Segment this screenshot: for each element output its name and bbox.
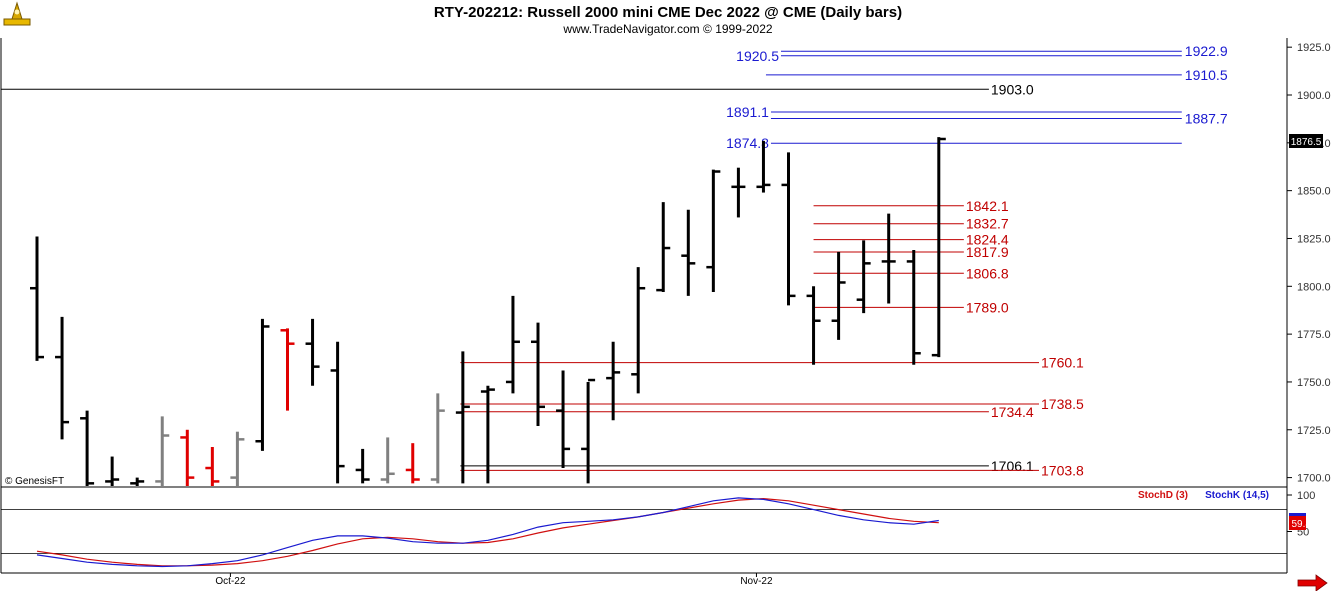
ohlc-bar <box>531 322 545 426</box>
support-label: 1806.8 <box>966 265 1009 281</box>
resistance-label: 1920.5 <box>736 48 779 64</box>
panel-frames <box>0 38 1288 574</box>
stoch-d-line <box>36 497 939 567</box>
ohlc-bar <box>606 341 621 421</box>
ohlc-bar <box>255 318 270 451</box>
ohlc-bar <box>105 456 120 486</box>
support-label: 1824.4 <box>966 232 1009 248</box>
ohlc-bar <box>230 431 245 486</box>
stoch-last-value: 59.82 <box>1291 519 1316 530</box>
time-axis: Oct-22 Nov-22 <box>215 573 773 587</box>
price-tick-label: 1725.0 <box>1297 425 1331 437</box>
ohlc-bar <box>706 169 721 293</box>
ohlc-bar <box>631 267 646 394</box>
ohlc-bar <box>856 240 871 314</box>
resistance-label: 1887.7 <box>1185 111 1228 127</box>
price-bars <box>30 137 946 486</box>
last-price-value: 1876.5 <box>1291 137 1322 148</box>
price-tick-label: 1825.0 <box>1297 233 1331 245</box>
ohlc-bar <box>505 295 520 394</box>
stoch-value-tag: 59.82 <box>1289 513 1317 530</box>
ohlc-bar <box>180 429 195 486</box>
price-tick-label: 1775.0 <box>1297 329 1331 341</box>
ohlc-bar <box>305 318 320 386</box>
ohlc-bar <box>455 351 470 484</box>
ohlc-bar <box>681 209 696 296</box>
stoch-d-legend: StochD (3) <box>1138 490 1188 501</box>
time-tick-label: Oct-22 <box>215 576 245 587</box>
ohlc-bar <box>355 448 370 484</box>
ohlc-bar <box>581 378 596 484</box>
chart-subtitle: www.TradeNavigator.com © 1999-2022 <box>562 22 772 36</box>
price-axis: 1925.01900.01875.01850.01825.01800.01775… <box>1287 42 1331 485</box>
ohlc-bar <box>756 140 771 193</box>
ohlc-bar <box>906 249 921 365</box>
level-lines: 1922.9 1920.5 1910.5 1891.1 1887.7 1874.8 1903… <box>1 43 1228 478</box>
ohlc-bar <box>30 236 44 361</box>
ohlc-bar <box>881 213 896 304</box>
scroll-right-arrow-icon[interactable] <box>1297 574 1328 591</box>
resistance-label: 1874.8 <box>726 135 769 151</box>
ohlc-bar <box>55 316 70 440</box>
resistance-label: 1922.9 <box>1185 43 1228 59</box>
support-label: 1734.4 <box>991 404 1034 420</box>
support-label: 1842.1 <box>966 198 1009 214</box>
ohlc-bar <box>781 152 796 306</box>
resistance-label: 1891.1 <box>726 104 769 120</box>
ohlc-bar <box>831 251 846 340</box>
stoch-tick-label: 100 <box>1297 490 1315 502</box>
ohlc-bar <box>380 437 395 484</box>
ohlc-bar <box>155 416 170 486</box>
resistance-label: 1910.5 <box>1185 67 1228 83</box>
price-tick-label: 1900.0 <box>1297 90 1331 102</box>
price-tick-label: 1850.0 <box>1297 186 1331 198</box>
reference-label: 1903.0 <box>991 81 1034 97</box>
support-label: 1760.1 <box>1041 355 1084 371</box>
ohlc-bar <box>480 385 495 484</box>
ohlc-bar <box>430 393 445 484</box>
ohlc-bar <box>656 202 671 293</box>
header: RTY-202212: Russell 2000 mini CME Dec 20… <box>3 1 902 36</box>
ohlc-bar <box>330 341 345 484</box>
price-tick-label: 1925.0 <box>1297 42 1331 54</box>
ohlc-bar <box>130 477 145 486</box>
time-tick-label: Nov-22 <box>740 576 773 587</box>
ohlc-bar <box>931 137 946 358</box>
ohlc-bar <box>731 167 746 218</box>
price-tick-label: 1750.0 <box>1297 377 1331 389</box>
logo-icon <box>3 1 31 26</box>
support-label: 1789.0 <box>966 299 1009 315</box>
support-label: 1738.5 <box>1041 396 1084 412</box>
support-label: 1817.9 <box>966 244 1009 260</box>
stoch-k-line <box>36 497 939 568</box>
last-price-tag: 1876.5 <box>1289 134 1323 148</box>
ohlc-bar <box>806 286 821 365</box>
ohlc-bar <box>80 410 95 486</box>
reference-label: 1706.1 <box>991 458 1034 474</box>
ohlc-bar <box>405 443 420 484</box>
price-tick-label: 1700.0 <box>1297 473 1331 485</box>
price-tick-label: 1800.0 <box>1297 281 1331 293</box>
support-label: 1832.7 <box>966 216 1009 232</box>
ohlc-bar <box>205 446 220 486</box>
stoch-k-legend: StochK (14,5) <box>1205 490 1269 501</box>
ohlc-bar <box>556 370 571 469</box>
chart-title: RTY-202212: Russell 2000 mini CME Dec 20… <box>434 4 902 21</box>
genesis-credit: © GenesisFT <box>5 476 64 487</box>
support-label: 1703.8 <box>1041 462 1084 478</box>
ohlc-bar <box>280 328 295 411</box>
